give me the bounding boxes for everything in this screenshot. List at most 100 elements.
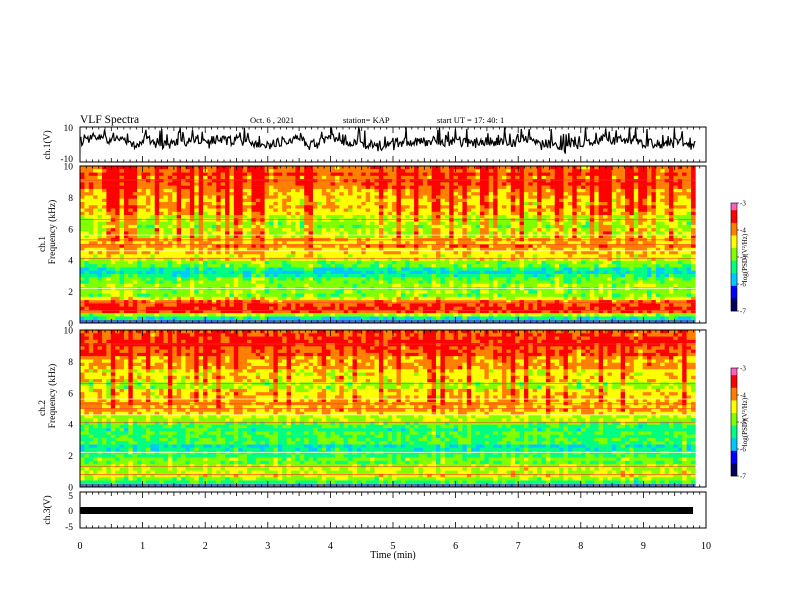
spectrogram-cell: [462, 205, 468, 209]
spectrogram-cell: [119, 169, 125, 173]
spectrogram-cell: [145, 205, 151, 209]
spectrogram-cell: [589, 188, 595, 193]
spectrogram-cell: [682, 273, 687, 278]
spectrogram-cell: [312, 195, 318, 200]
spectrogram-cell: [567, 257, 573, 262]
spectrogram-cell: [84, 251, 90, 255]
spectrogram-cell: [242, 241, 248, 245]
spectrogram-cell: [475, 273, 481, 278]
spectrogram-cell: [251, 218, 257, 222]
spectrogram-cell: [418, 188, 424, 193]
spectrogram-cell: [607, 270, 613, 275]
spectrogram-cell: [334, 172, 340, 177]
spectrogram-cell: [387, 215, 393, 219]
spectrogram-cell: [97, 179, 103, 183]
spectrogram-cell: [211, 244, 217, 249]
spectrogram-cell: [400, 182, 406, 186]
spectrogram-cell: [251, 201, 257, 206]
spectrogram-cell: [150, 260, 156, 265]
spectrogram-cell: [207, 247, 213, 252]
spectrogram-cell: [458, 264, 463, 268]
spectrogram-cell: [405, 241, 410, 245]
spectrogram-cell: [466, 277, 472, 281]
spectrogram-cell: [528, 188, 534, 193]
spectrogram-cell: [422, 277, 428, 281]
spectrogram-cell: [537, 201, 542, 206]
spectrogram-cell: [84, 192, 90, 196]
spectrogram-cell: [594, 172, 599, 177]
spectrogram-cell: [690, 244, 696, 249]
spectrogram-cell: [260, 254, 265, 258]
spectrogram-cell: [343, 179, 349, 183]
spectrogram-cell: [141, 179, 147, 183]
spectrogram-cell: [541, 166, 547, 170]
spectrogram-cell: [119, 192, 125, 196]
spectrogram-cell: [690, 175, 696, 180]
spectrogram-cell: [330, 221, 336, 226]
spectrogram-cell: [589, 169, 595, 173]
spectrogram-cell: [616, 195, 621, 200]
spectrogram-cell: [682, 221, 687, 226]
spectrogram-cell: [418, 244, 424, 249]
spectrogram-cell: [488, 234, 494, 239]
spectrogram-cell: [361, 211, 367, 216]
spectrogram-cell: [607, 188, 613, 193]
spectrogram-cell: [282, 264, 287, 268]
spectrogram-cell: [409, 218, 415, 222]
ch1-waveform-frame: [79, 126, 707, 163]
spectrogram-cell: [581, 195, 586, 200]
spectrogram-cell: [585, 188, 591, 193]
spectrogram-cell: [317, 247, 323, 252]
spectrogram-cell: [356, 221, 362, 226]
spectrogram-cell: [528, 208, 534, 213]
spectrogram-cell: [633, 218, 639, 222]
spectrogram-cell: [567, 195, 573, 200]
spectrogram-cell: [563, 264, 569, 268]
spectrogram-cell: [515, 277, 520, 281]
spectrogram-cell: [572, 224, 577, 229]
spectrogram-cell: [682, 231, 687, 235]
spectrogram-cell: [427, 211, 432, 216]
spectrogram-cell: [247, 195, 252, 200]
spectrogram-cell: [453, 277, 459, 281]
spectrogram-cell: [598, 234, 604, 239]
spectrogram-cell: [690, 273, 696, 278]
spectrogram-cell: [247, 254, 252, 258]
spectrogram-cell: [515, 257, 520, 262]
spectrogram-cell: [581, 251, 586, 255]
spectrogram-cell: [510, 175, 516, 180]
spectrogram-cell: [167, 254, 173, 258]
spectrogram-cell: [238, 280, 243, 285]
spectrogram-cell: [594, 201, 599, 206]
spectrogram-cell: [677, 198, 683, 203]
spectrogram-cell: [607, 264, 613, 268]
spectrogram-cell: [101, 172, 107, 177]
spectrogram-cell: [501, 241, 507, 245]
spectrogram-cell: [453, 221, 459, 226]
spectrogram-cell: [352, 228, 358, 232]
spectrogram-cell: [625, 257, 630, 262]
spectrogram-cell: [528, 267, 534, 271]
spectrogram-cell: [396, 224, 402, 229]
spectrogram-cell: [576, 218, 582, 222]
spectrogram-cell: [247, 280, 252, 285]
spectrogram-cell: [101, 175, 107, 180]
spectrogram-cell: [326, 260, 331, 265]
spectrogram-cell: [273, 267, 279, 271]
spectrogram-cell: [207, 175, 213, 180]
spectrogram-cell: [550, 257, 556, 262]
spectrogram-cell: [682, 270, 687, 275]
spectrogram-cell: [343, 218, 349, 222]
spectrogram-cell: [172, 231, 177, 235]
spectrogram-cell: [110, 264, 116, 268]
spectrogram-cell: [251, 231, 257, 235]
spectrogram-cell: [97, 208, 103, 213]
spectrogram-cell: [616, 224, 621, 229]
spectrogram-cell: [181, 247, 186, 252]
spectrogram-cell: [444, 188, 450, 193]
spectrogram-cell: [638, 270, 643, 275]
spectrogram-cell: [638, 221, 643, 226]
spectrogram-cell: [216, 215, 221, 219]
spectrogram-cell: [436, 244, 441, 249]
spectrogram-cell: [392, 244, 397, 249]
